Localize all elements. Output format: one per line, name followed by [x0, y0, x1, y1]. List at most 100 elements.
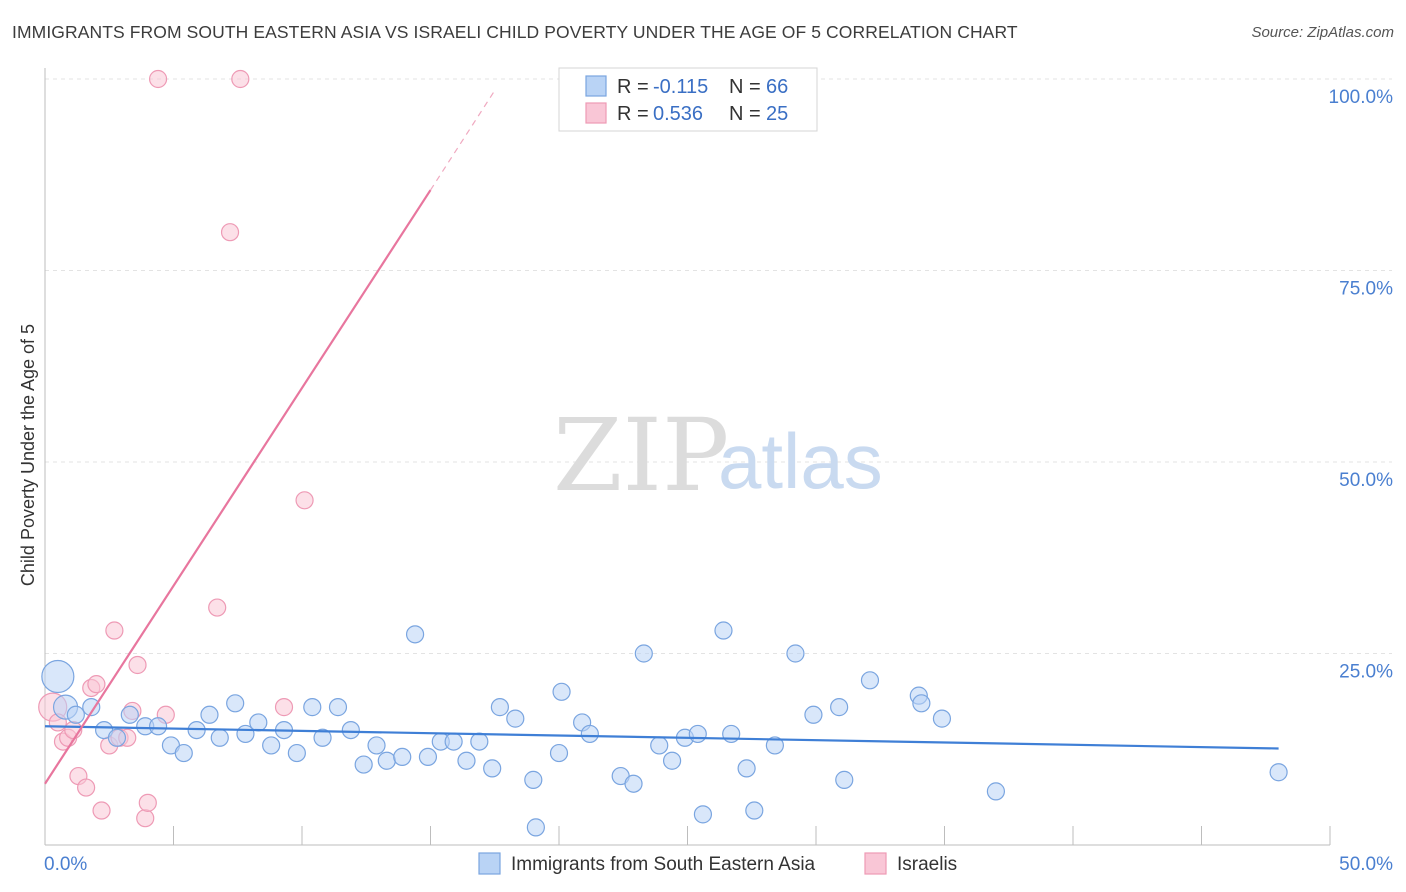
point-israelis [208, 598, 227, 617]
point-immigrants-se-asia [367, 736, 386, 755]
point-immigrants-se-asia [524, 770, 543, 789]
point-immigrants-se-asia [418, 747, 438, 767]
point-immigrants-se-asia [693, 805, 713, 824]
point-immigrants-se-asia [200, 705, 219, 724]
y-tick-label: 25.0% [1339, 662, 1393, 683]
point-immigrants-se-asia [552, 682, 571, 701]
point-immigrants-se-asia [860, 671, 880, 690]
point-immigrants-se-asia [470, 732, 489, 751]
point-israelis [128, 655, 147, 675]
series-legend-label-blue: Immigrants from South Eastern Asia [511, 854, 816, 875]
point-israelis [87, 675, 106, 694]
source-note: Source: ZipAtlas.com [1251, 24, 1394, 41]
trend-line-immigrants-se-asia [44, 725, 1279, 750]
series-legend-swatch-blue [478, 852, 501, 875]
legend-swatch-pink [585, 102, 607, 124]
point-israelis [220, 223, 240, 242]
point-immigrants-se-asia [303, 698, 322, 717]
y-tick-label: 50.0% [1339, 470, 1393, 491]
y-tick-label: 100.0% [1329, 87, 1394, 108]
point-israelis [105, 621, 124, 640]
legend-n-label: N = [729, 76, 761, 98]
y-tick-labels: 25.0% 50.0% 75.0% 100.0% [1329, 87, 1394, 683]
point-immigrants-se-asia [210, 728, 229, 747]
point-immigrants-se-asia [688, 724, 707, 744]
point-immigrants-se-asia [313, 728, 332, 747]
point-immigrants-se-asia [624, 774, 643, 793]
point-immigrants-se-asia [249, 713, 268, 732]
legend-r-value-pink: 0.536 [653, 103, 703, 125]
x-tick-label: 50.0% [1339, 854, 1393, 875]
watermark-atlas: atlas [718, 417, 883, 505]
legend-n-label: N = [729, 103, 761, 125]
point-immigrants-se-asia [650, 736, 669, 755]
point-israelis [138, 793, 157, 812]
series-legend-swatch-pink [864, 852, 887, 875]
point-immigrants-se-asia [120, 705, 139, 724]
point-immigrants-se-asia [405, 625, 425, 644]
point-immigrants-se-asia [354, 755, 373, 774]
point-immigrants-se-asia [341, 720, 360, 740]
point-immigrants-se-asia [634, 644, 653, 663]
point-immigrants-se-asia [483, 759, 502, 778]
point-israelis [77, 778, 96, 797]
point-immigrants-se-asia [457, 751, 476, 770]
point-immigrants-se-asia [1269, 763, 1288, 782]
data-points [38, 69, 1288, 837]
point-immigrants-se-asia [714, 621, 733, 640]
series-legend-label-pink: Israelis [897, 854, 957, 875]
axes [44, 68, 1331, 846]
trend-lines [44, 90, 1279, 785]
point-immigrants-se-asia [986, 782, 1006, 801]
point-immigrants-se-asia [328, 698, 348, 717]
point-immigrants-se-asia [549, 743, 569, 763]
watermark-zip: ZIP [553, 397, 729, 514]
legend-r-label: R = [617, 76, 649, 98]
point-immigrants-se-asia [722, 724, 741, 744]
point-immigrants-se-asia [41, 659, 75, 694]
point-israelis [231, 69, 250, 89]
point-immigrants-se-asia [393, 747, 412, 767]
stats-legend: R = -0.115 N = 66 R = 0.536 N = 25 [558, 67, 818, 132]
legend-n-value-blue: 66 [766, 76, 788, 98]
point-immigrants-se-asia [287, 743, 306, 763]
y-tick-label: 75.0% [1339, 279, 1393, 300]
point-immigrants-se-asia [804, 705, 823, 724]
point-immigrants-se-asia [912, 694, 931, 713]
point-israelis [274, 698, 294, 717]
point-immigrants-se-asia [745, 801, 764, 820]
point-immigrants-se-asia [932, 709, 952, 728]
point-immigrants-se-asia [786, 644, 805, 663]
chart-title: IMMIGRANTS FROM SOUTH EASTERN ASIA VS IS… [12, 22, 1018, 42]
grid-lines [45, 78, 1392, 654]
point-israelis [295, 491, 314, 510]
point-immigrants-se-asia [765, 736, 784, 755]
point-immigrants-se-asia [262, 736, 281, 755]
point-immigrants-se-asia [580, 724, 599, 744]
series-legend: Immigrants from South Eastern Asia Israe… [478, 852, 957, 875]
point-immigrants-se-asia [835, 770, 854, 789]
point-immigrants-se-asia [66, 705, 85, 724]
point-israelis [136, 809, 155, 828]
point-immigrants-se-asia [490, 698, 509, 717]
point-immigrants-se-asia [444, 732, 463, 751]
point-immigrants-se-asia [174, 743, 193, 763]
point-immigrants-se-asia [226, 694, 245, 713]
point-immigrants-se-asia [506, 709, 525, 728]
point-israelis [148, 69, 168, 89]
point-immigrants-se-asia [107, 728, 127, 747]
point-immigrants-se-asia [148, 717, 168, 736]
x-tick-label: 0.0% [44, 854, 87, 875]
x-tick-labels: 0.0% 50.0% [44, 854, 1393, 875]
point-immigrants-se-asia [830, 698, 849, 717]
trend-line-israelis [44, 189, 432, 785]
legend-n-value-pink: 25 [766, 103, 788, 125]
point-immigrants-se-asia [526, 818, 545, 837]
watermark: ZIP atlas [553, 397, 883, 514]
legend-r-label: R = [617, 103, 649, 125]
point-immigrants-se-asia [377, 751, 396, 770]
point-immigrants-se-asia [737, 759, 756, 778]
legend-swatch-blue [585, 75, 607, 97]
point-immigrants-se-asia [82, 698, 101, 717]
